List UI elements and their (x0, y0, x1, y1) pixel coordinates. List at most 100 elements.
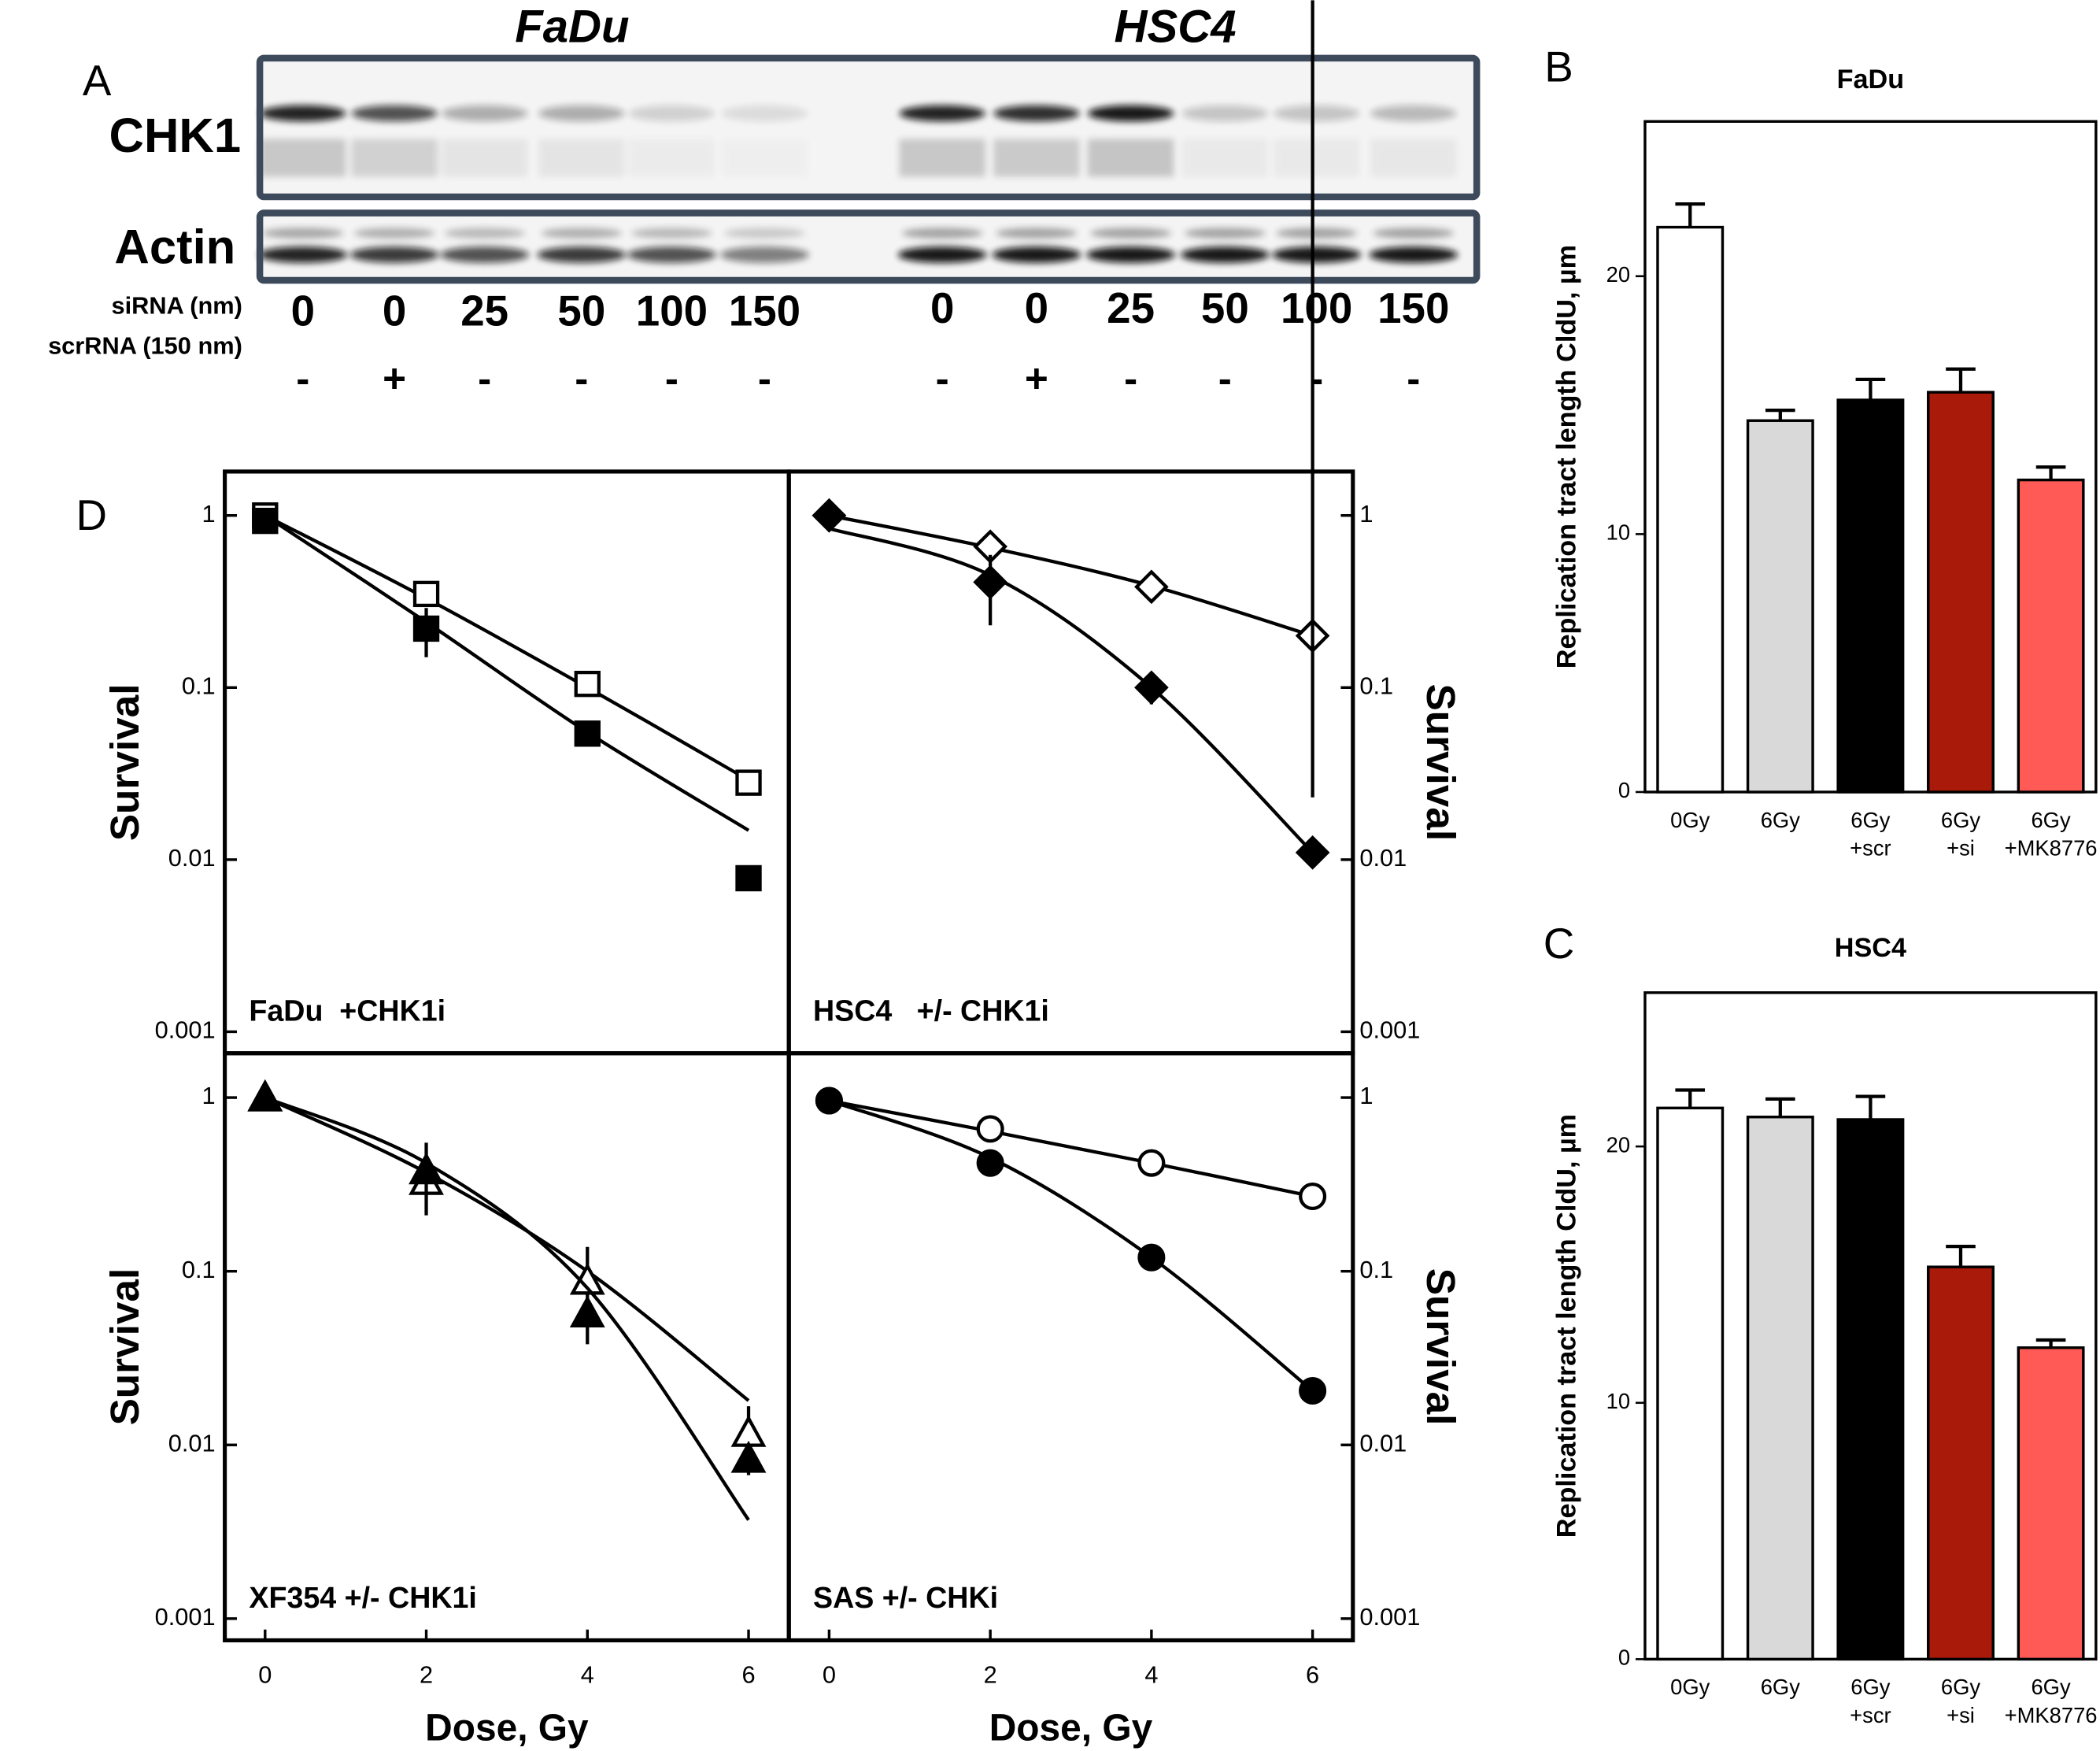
x-tick-label: +MK8776 (2005, 836, 2098, 861)
y-tick-label: 0 (1618, 778, 1630, 802)
band (627, 246, 716, 263)
lane-label: 50 (1201, 283, 1249, 332)
fit-curve (264, 513, 750, 832)
x-tick-label: 6Gy (1941, 808, 1980, 832)
band (1090, 228, 1171, 239)
band (897, 246, 987, 263)
band-smear (629, 139, 715, 176)
x-tick-label: 6Gy (2031, 808, 2070, 832)
marker (730, 1440, 767, 1473)
panel-label: D (76, 491, 108, 539)
lane-label: 0 (1025, 283, 1048, 332)
band (538, 105, 625, 122)
y-tick-label: 0.1 (182, 1256, 216, 1283)
y-tick-label: 0.01 (1359, 1429, 1407, 1457)
band-smear (1370, 139, 1457, 177)
panel-label: B (1544, 43, 1573, 91)
lane-label: 0 (291, 286, 315, 335)
x-tick-label: +scr (1850, 1703, 1891, 1727)
band (993, 105, 1080, 122)
marker (1299, 1376, 1327, 1405)
band (724, 228, 805, 239)
bar (1836, 398, 1905, 794)
bar (2017, 1346, 2085, 1661)
y-tick-label: 0.1 (182, 672, 216, 699)
band-smear (1181, 139, 1269, 177)
row-label: scrRNA (150 nm) (48, 332, 242, 360)
band-smear (899, 139, 985, 177)
band-smear (538, 139, 625, 177)
panel-text: HSC4 +/- CHK1i (813, 994, 1049, 1027)
band-smear (351, 139, 438, 177)
marker (1295, 835, 1330, 870)
marker (1137, 1243, 1166, 1272)
x-tick-label: 6Gy (2031, 1675, 2070, 1699)
x-tick-label: +si (1947, 836, 1975, 861)
y-tick-label: 0.001 (1359, 1016, 1420, 1044)
band (353, 228, 435, 239)
band (1273, 105, 1360, 122)
lane-sign: - (478, 356, 491, 401)
band-smear (441, 139, 528, 177)
bar (1836, 1118, 1905, 1661)
marker (812, 498, 847, 533)
band (1180, 246, 1270, 263)
lane-sign: - (1124, 356, 1137, 401)
y-tick-label: 10 (1606, 1389, 1630, 1413)
y-tick-label: 0.001 (155, 1603, 216, 1631)
x-tick-label: 4 (1144, 1661, 1158, 1689)
y-tick-label: 20 (1606, 1132, 1630, 1157)
lane-sign: - (936, 356, 949, 401)
x-tick-label: 0Gy (1670, 808, 1710, 832)
y-tick-label: 1 (202, 1082, 216, 1109)
band (351, 105, 438, 122)
y-axis-label: Replication tract length CldU, µm (1551, 1114, 1581, 1538)
y-tick-label: 10 (1606, 520, 1630, 545)
bar (1746, 1116, 1814, 1661)
row-label: siRNA (nm) (111, 291, 242, 319)
panel-label: C (1544, 919, 1575, 968)
band (628, 105, 715, 122)
panel-text: XF354 +/- CHK1i (249, 1581, 477, 1614)
x-tick-label: 6 (1306, 1661, 1319, 1689)
x-tick-label: +MK8776 (2005, 1703, 2098, 1727)
band (1087, 105, 1174, 122)
x-tick-label: +si (1947, 1703, 1975, 1727)
marker (1134, 569, 1169, 605)
band (719, 246, 809, 263)
band (996, 228, 1078, 239)
cell-line-title: HSC4 (1115, 1, 1237, 52)
y-tick-label: 0.001 (1359, 1603, 1420, 1631)
x-tick-label: 0 (823, 1661, 836, 1689)
x-axis-label: Dose, Gy (989, 1708, 1153, 1749)
band (440, 246, 530, 263)
marker (976, 1149, 1004, 1177)
x-tick-label: 2 (420, 1661, 433, 1689)
band (1185, 228, 1266, 239)
band (441, 105, 528, 122)
band (901, 228, 983, 239)
y-tick-label: 1 (202, 500, 216, 528)
panel-label: A (83, 56, 112, 105)
lane-sign: - (1407, 356, 1420, 401)
band-smear (1273, 139, 1360, 177)
band-smear (260, 139, 346, 177)
y-tick-label: 0.1 (1359, 672, 1393, 699)
y-axis-label: Replication tract length CldU, µm (1551, 245, 1581, 668)
y-tick-label: 20 (1606, 262, 1630, 287)
band-smear (1087, 139, 1174, 177)
band (1373, 228, 1455, 239)
lane-sign: - (665, 356, 678, 401)
x-tick-label: 6Gy (1761, 1675, 1800, 1699)
band (1370, 105, 1457, 122)
lane-sign: + (383, 356, 406, 401)
bar (2017, 478, 2085, 794)
band (992, 246, 1081, 263)
y-axis-label: Survival (1418, 1268, 1463, 1426)
y-tick-label: 0 (1618, 1645, 1630, 1670)
y-tick-label: 1 (1359, 1082, 1373, 1109)
band (1181, 105, 1269, 122)
y-axis-label: Survival (102, 684, 147, 842)
protein-label: CHK1 (109, 109, 242, 163)
band (721, 105, 808, 122)
